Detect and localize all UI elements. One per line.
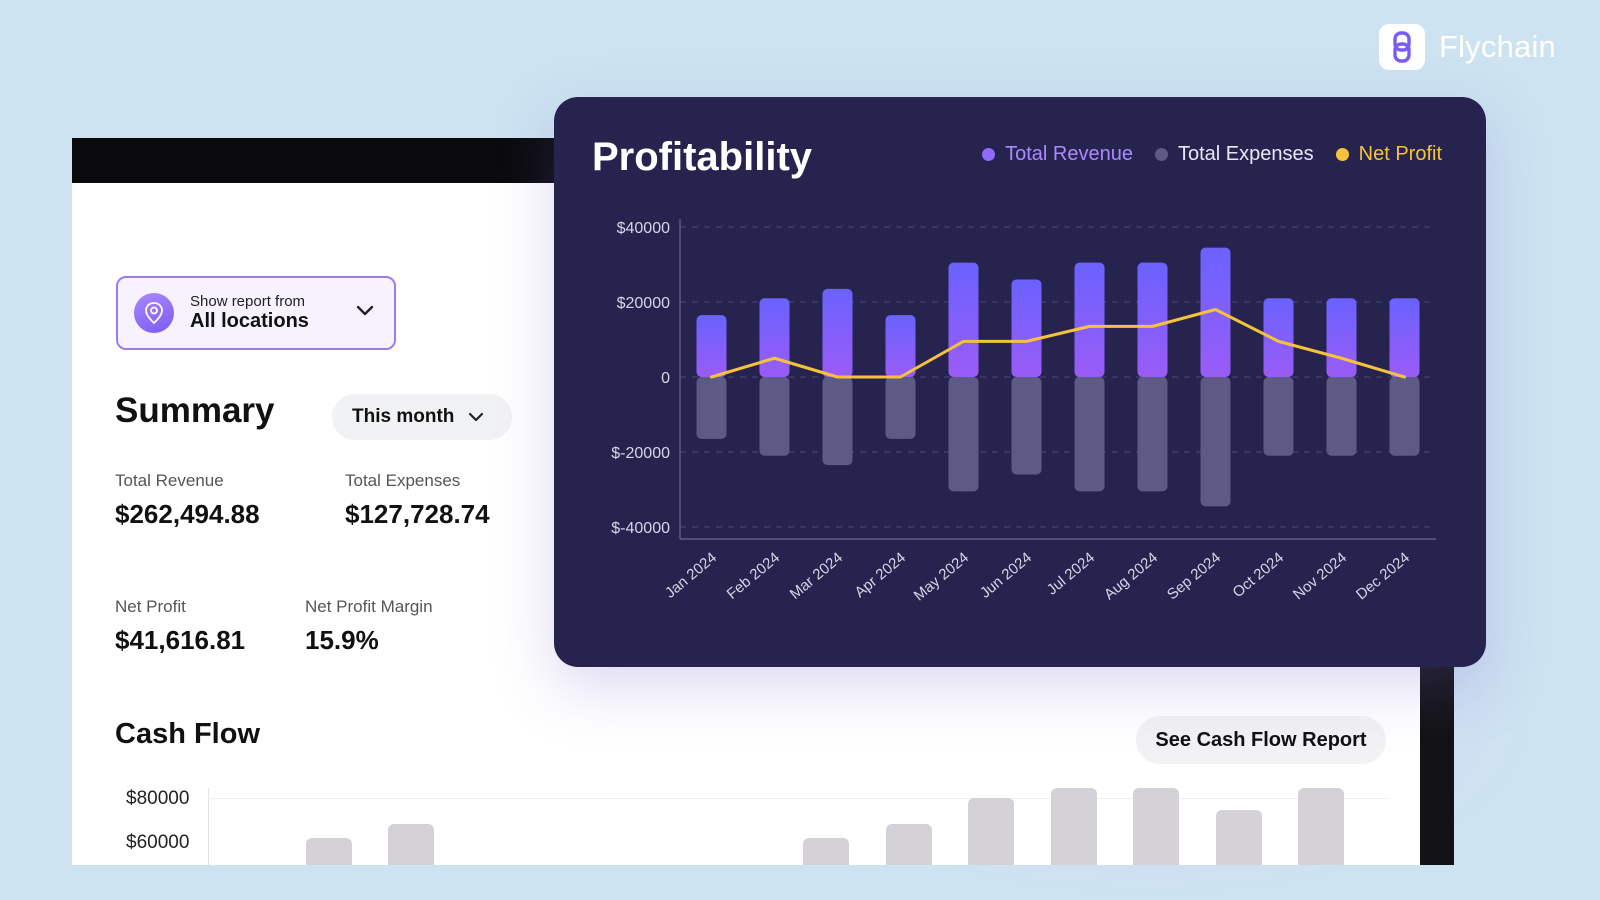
- brand-name: Flychain: [1438, 29, 1556, 64]
- legend-item-net-profit[interactable]: Net Profit: [1335, 143, 1442, 166]
- cash-flow-y-tick: $80000: [126, 788, 190, 809]
- expense-bar: [1326, 377, 1357, 456]
- see-cash-flow-report-button[interactable]: See Cash Flow Report: [1136, 716, 1386, 764]
- revenue-bar: [1389, 298, 1420, 377]
- x-tick-label: Feb 2024: [724, 549, 783, 603]
- profitability-chart: $40000 $20000 0 $-20000 $-40000 Jan 2024 Feb 2…: [611, 219, 1436, 604]
- chart-legend: Total Revenue Total Expenses Net Profit: [982, 143, 1442, 166]
- expense-bar: [1074, 377, 1105, 492]
- expense-bar: [759, 377, 790, 456]
- legend-item-total-revenue[interactable]: Total Revenue: [982, 143, 1133, 166]
- profitability-card: Profitability Total Revenue Total Expens…: [554, 97, 1486, 667]
- x-tick-label: Sep 2024: [1164, 549, 1224, 603]
- metric-total-revenue: Total Revenue $262,494.88: [115, 471, 260, 530]
- legend-dot: [1155, 148, 1168, 161]
- x-tick-label: Jul 2024: [1044, 549, 1098, 598]
- y-tick-label: $40000: [617, 220, 670, 237]
- x-tick-label: Dec 2024: [1353, 549, 1413, 603]
- chain-link-icon: [1378, 24, 1425, 70]
- expense-bar: [696, 377, 727, 439]
- metric-label: Net Profit: [115, 597, 186, 616]
- revenue-bar: [1326, 298, 1357, 377]
- metric-label: Total Revenue: [115, 471, 224, 490]
- metric-value: $127,728.74: [345, 499, 490, 529]
- cash-flow-bar: [803, 838, 849, 865]
- revenue-bar: [885, 315, 916, 377]
- revenue-bar: [759, 298, 790, 377]
- metric-net-profit: Net Profit $41,616.81: [115, 597, 245, 656]
- revenue-bar: [1137, 262, 1168, 377]
- expense-bar: [885, 377, 916, 439]
- expense-bar: [822, 377, 853, 466]
- revenue-bar: [822, 288, 853, 377]
- metric-value: $41,616.81: [115, 625, 246, 655]
- cash-flow-bar: [306, 838, 352, 865]
- location-filter-caption: Show report from: [190, 292, 306, 310]
- cash-flow-bar: [1133, 788, 1179, 865]
- x-tick-label: Mar 2024: [787, 549, 846, 603]
- chevron-down-icon: [356, 305, 374, 316]
- metric-net-profit-margin: Net Profit Margin 15.9%: [305, 597, 433, 656]
- location-filter-value: All locations: [190, 310, 309, 333]
- legend-label: Total Revenue: [1005, 143, 1133, 165]
- profitability-title: Profitability: [592, 135, 813, 179]
- metric-value: $262,494.88: [115, 499, 260, 529]
- period-value: This month: [352, 406, 455, 427]
- legend-item-total-expenses[interactable]: Total Expenses: [1155, 143, 1314, 166]
- legend-dot: [1335, 148, 1349, 161]
- revenue-bar: [1011, 279, 1042, 377]
- x-tick-label: Aug 2024: [1101, 549, 1161, 603]
- cash-flow-gridline: [208, 798, 1388, 799]
- period-dropdown[interactable]: This month: [332, 394, 512, 440]
- y-tick-label: $-40000: [611, 520, 670, 537]
- metric-total-expenses: Total Expenses $127,728.74: [345, 471, 490, 530]
- location-pin-icon: [134, 293, 174, 333]
- cash-flow-bar: [1298, 788, 1344, 865]
- summary-title: Summary: [115, 391, 275, 430]
- legend-label: Net Profit: [1358, 143, 1442, 165]
- expense-bar: [1137, 377, 1168, 492]
- legend-label: Total Expenses: [1178, 143, 1314, 165]
- cash-flow-axis: [208, 788, 209, 865]
- expense-bar: [1263, 377, 1294, 456]
- cash-flow-bar: [968, 798, 1014, 865]
- expense-bar: [1200, 377, 1231, 507]
- expense-bar: [1011, 377, 1042, 475]
- revenue-bar: [1263, 298, 1294, 377]
- expense-bar: [1389, 377, 1420, 456]
- cash-flow-y-tick: $60000: [126, 832, 190, 853]
- net-profit-line: [710, 308, 1406, 379]
- revenue-bar: [1200, 247, 1231, 377]
- expense-bar: [948, 377, 979, 492]
- cash-flow-title: Cash Flow: [115, 718, 261, 750]
- revenue-bar: [696, 315, 727, 377]
- x-tick-label: Jun 2024: [977, 549, 1035, 602]
- chevron-down-icon: [469, 412, 484, 422]
- x-tick-label: Apr 2024: [851, 549, 909, 601]
- x-tick-label: Oct 2024: [1230, 549, 1288, 601]
- cash-flow-bar: [886, 824, 932, 865]
- metric-value: 15.9%: [305, 625, 379, 655]
- cash-flow-bar: [388, 824, 434, 865]
- x-tick-label: Jan 2024: [662, 549, 720, 602]
- legend-dot: [982, 148, 996, 161]
- y-tick-label: 0: [661, 370, 670, 387]
- metric-label: Net Profit Margin: [305, 597, 433, 616]
- cash-flow-bar: [1051, 788, 1097, 865]
- y-tick-label: $20000: [617, 295, 670, 312]
- revenue-bar: [1074, 262, 1105, 377]
- x-tick-label: May 2024: [911, 549, 972, 604]
- cash-flow-bar: [1216, 810, 1262, 865]
- location-filter-dropdown[interactable]: Show report from All locations: [116, 276, 396, 350]
- y-tick-label: $-20000: [611, 445, 670, 462]
- x-tick-label: Nov 2024: [1290, 549, 1350, 603]
- metric-label: Total Expenses: [345, 471, 461, 490]
- brand-logo: Flychain: [1378, 24, 1556, 70]
- revenue-bar: [948, 262, 979, 377]
